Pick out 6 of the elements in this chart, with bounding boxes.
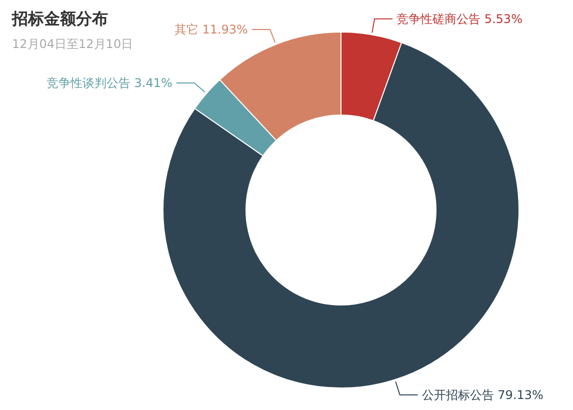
slice-label: 公开招标公告 79.13% <box>422 388 544 402</box>
slice-label: 其它 11.93% <box>174 22 248 36</box>
text: 12月04日至12月10日 <box>12 37 134 51</box>
chart-title: 招标金额分布 <box>11 9 108 28</box>
slice-label: 竞争性谈判公告 3.41% <box>46 76 172 90</box>
slice-label: 竞争性磋商公告 5.53% <box>396 12 522 26</box>
